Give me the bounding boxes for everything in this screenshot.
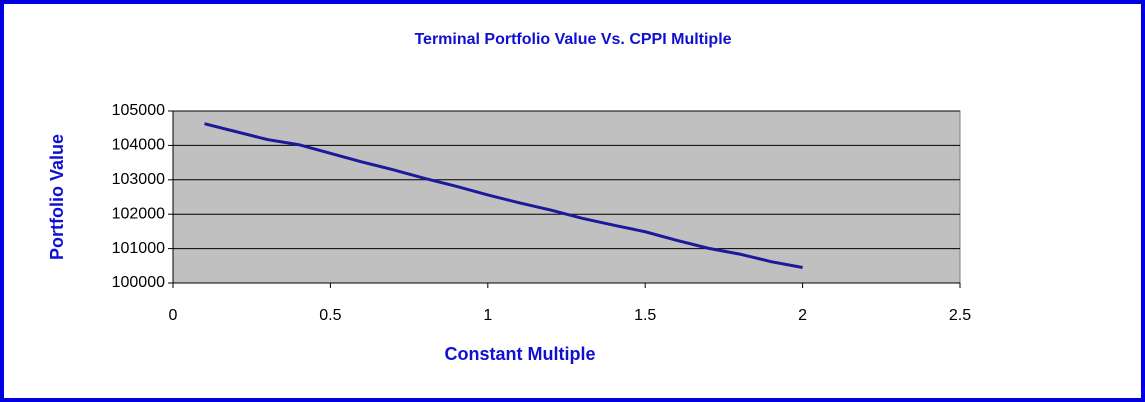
x-tick-label: 0 (169, 307, 178, 324)
x-tick-label: 1 (483, 307, 492, 324)
chart-title: Terminal Portfolio Value Vs. CPPI Multip… (414, 31, 731, 48)
x-tick-label: 1.5 (634, 307, 656, 324)
x-tick-label: 2 (798, 307, 807, 324)
y-axis-label: Portfolio Value (47, 134, 67, 260)
y-tick-label: 104000 (112, 137, 165, 154)
y-tick-label: 103000 (112, 171, 165, 188)
y-tick-label: 105000 (112, 102, 165, 119)
plot-area (172, 110, 961, 284)
y-tick-label: 102000 (112, 205, 165, 222)
x-axis-label: Constant Multiple (445, 344, 596, 364)
x-tick-label: 2.5 (949, 307, 971, 324)
data-line (204, 122, 803, 269)
y-tick-label: 101000 (112, 240, 165, 257)
y-tick-label: 100000 (112, 274, 165, 291)
x-tick-label: 0.5 (319, 307, 341, 324)
